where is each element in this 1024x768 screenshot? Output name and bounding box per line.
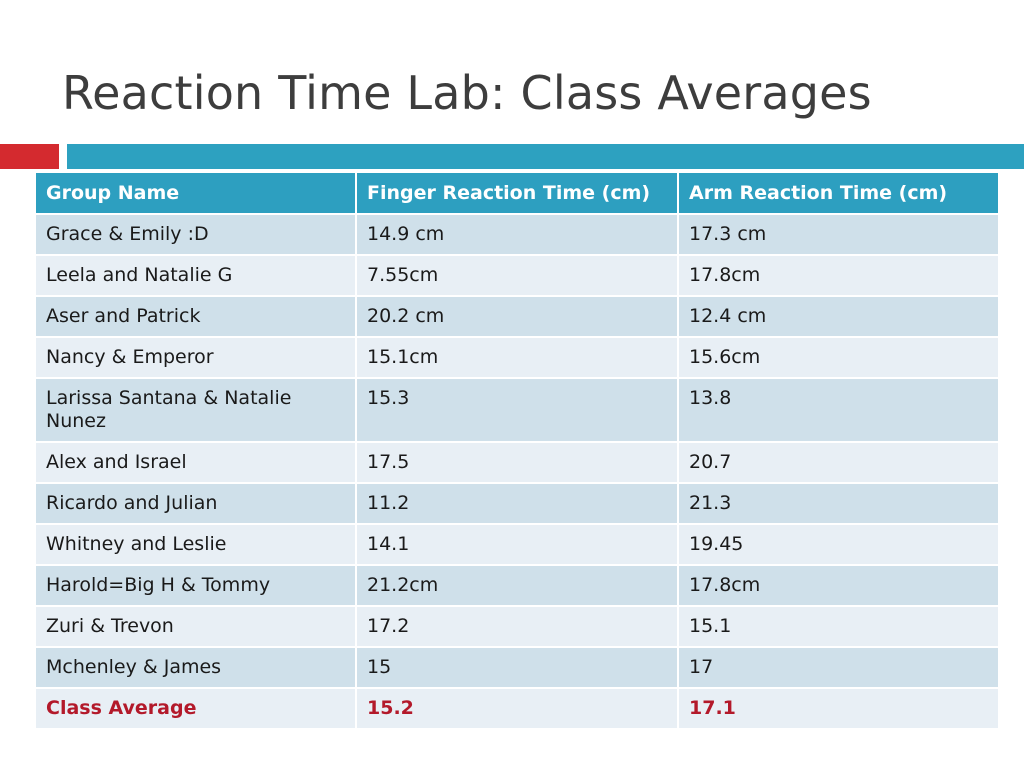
class-average-finger: 15.2 — [355, 687, 679, 730]
arm-time-cell: 12.4 cm — [677, 295, 1000, 338]
table-row: Zuri & Trevon 17.2 15.1 — [34, 605, 1000, 648]
group-name-cell: Alex and Israel — [34, 441, 357, 484]
group-name-cell: Aser and Patrick — [34, 295, 357, 338]
arm-time-cell: 19.45 — [677, 523, 1000, 566]
table-row: Nancy & Emperor 15.1cm 15.6cm — [34, 336, 1000, 379]
finger-time-cell: 11.2 — [355, 482, 679, 525]
arm-time-cell: 15.1 — [677, 605, 1000, 648]
group-name-cell: Ricardo and Julian — [34, 482, 357, 525]
group-name-cell: Larissa Santana & Natalie Nunez — [34, 377, 357, 443]
header-group-name: Group Name — [34, 171, 357, 215]
finger-time-cell: 7.55cm — [355, 254, 679, 297]
class-average-arm: 17.1 — [677, 687, 1000, 730]
finger-time-cell: 14.9 cm — [355, 213, 679, 256]
group-name-cell: Whitney and Leslie — [34, 523, 357, 566]
group-name-cell: Harold=Big H & Tommy — [34, 564, 357, 607]
finger-time-cell: 15 — [355, 646, 679, 689]
table-row: Grace & Emily :D 14.9 cm 17.3 cm — [34, 213, 1000, 256]
header-finger-reaction-time: Finger Reaction Time (cm) — [355, 171, 679, 215]
table-row: Aser and Patrick 20.2 cm 12.4 cm — [34, 295, 1000, 338]
arm-time-cell: 17 — [677, 646, 1000, 689]
table-row: Whitney and Leslie 14.1 19.45 — [34, 523, 1000, 566]
arm-time-cell: 20.7 — [677, 441, 1000, 484]
group-name-cell: Zuri & Trevon — [34, 605, 357, 648]
finger-time-cell: 20.2 cm — [355, 295, 679, 338]
group-name-cell: Mchenley & James — [34, 646, 357, 689]
group-name-cell: Nancy & Emperor — [34, 336, 357, 379]
table-row: Harold=Big H & Tommy 21.2cm 17.8cm — [34, 564, 1000, 607]
slide-title: Reaction Time Lab: Class Averages — [62, 66, 872, 120]
class-average-label: Class Average — [34, 687, 357, 730]
group-name-cell: Grace & Emily :D — [34, 213, 357, 256]
arm-time-cell: 13.8 — [677, 377, 1000, 443]
group-name-cell: Leela and Natalie G — [34, 254, 357, 297]
table-row: Mchenley & James 15 17 — [34, 646, 1000, 689]
arm-time-cell: 15.6cm — [677, 336, 1000, 379]
accent-bar-blue — [67, 144, 1024, 169]
arm-time-cell: 17.8cm — [677, 254, 1000, 297]
class-average-row: Class Average 15.2 17.1 — [34, 687, 1000, 730]
table-row: Leela and Natalie G 7.55cm 17.8cm — [34, 254, 1000, 297]
arm-time-cell: 17.8cm — [677, 564, 1000, 607]
arm-time-cell: 21.3 — [677, 482, 1000, 525]
table-row: Larissa Santana & Natalie Nunez 15.3 13.… — [34, 377, 1000, 443]
table-row: Alex and Israel 17.5 20.7 — [34, 441, 1000, 484]
finger-time-cell: 21.2cm — [355, 564, 679, 607]
finger-time-cell: 17.5 — [355, 441, 679, 484]
table-header-row: Group Name Finger Reaction Time (cm) Arm… — [34, 171, 1000, 215]
header-arm-reaction-time: Arm Reaction Time (cm) — [677, 171, 1000, 215]
accent-bar-red — [0, 144, 59, 169]
reaction-time-table: Group Name Finger Reaction Time (cm) Arm… — [34, 171, 1000, 730]
finger-time-cell: 17.2 — [355, 605, 679, 648]
finger-time-cell: 14.1 — [355, 523, 679, 566]
arm-time-cell: 17.3 cm — [677, 213, 1000, 256]
table-row: Ricardo and Julian 11.2 21.3 — [34, 482, 1000, 525]
table-body: Grace & Emily :D 14.9 cm 17.3 cm Leela a… — [34, 213, 1000, 730]
finger-time-cell: 15.3 — [355, 377, 679, 443]
finger-time-cell: 15.1cm — [355, 336, 679, 379]
